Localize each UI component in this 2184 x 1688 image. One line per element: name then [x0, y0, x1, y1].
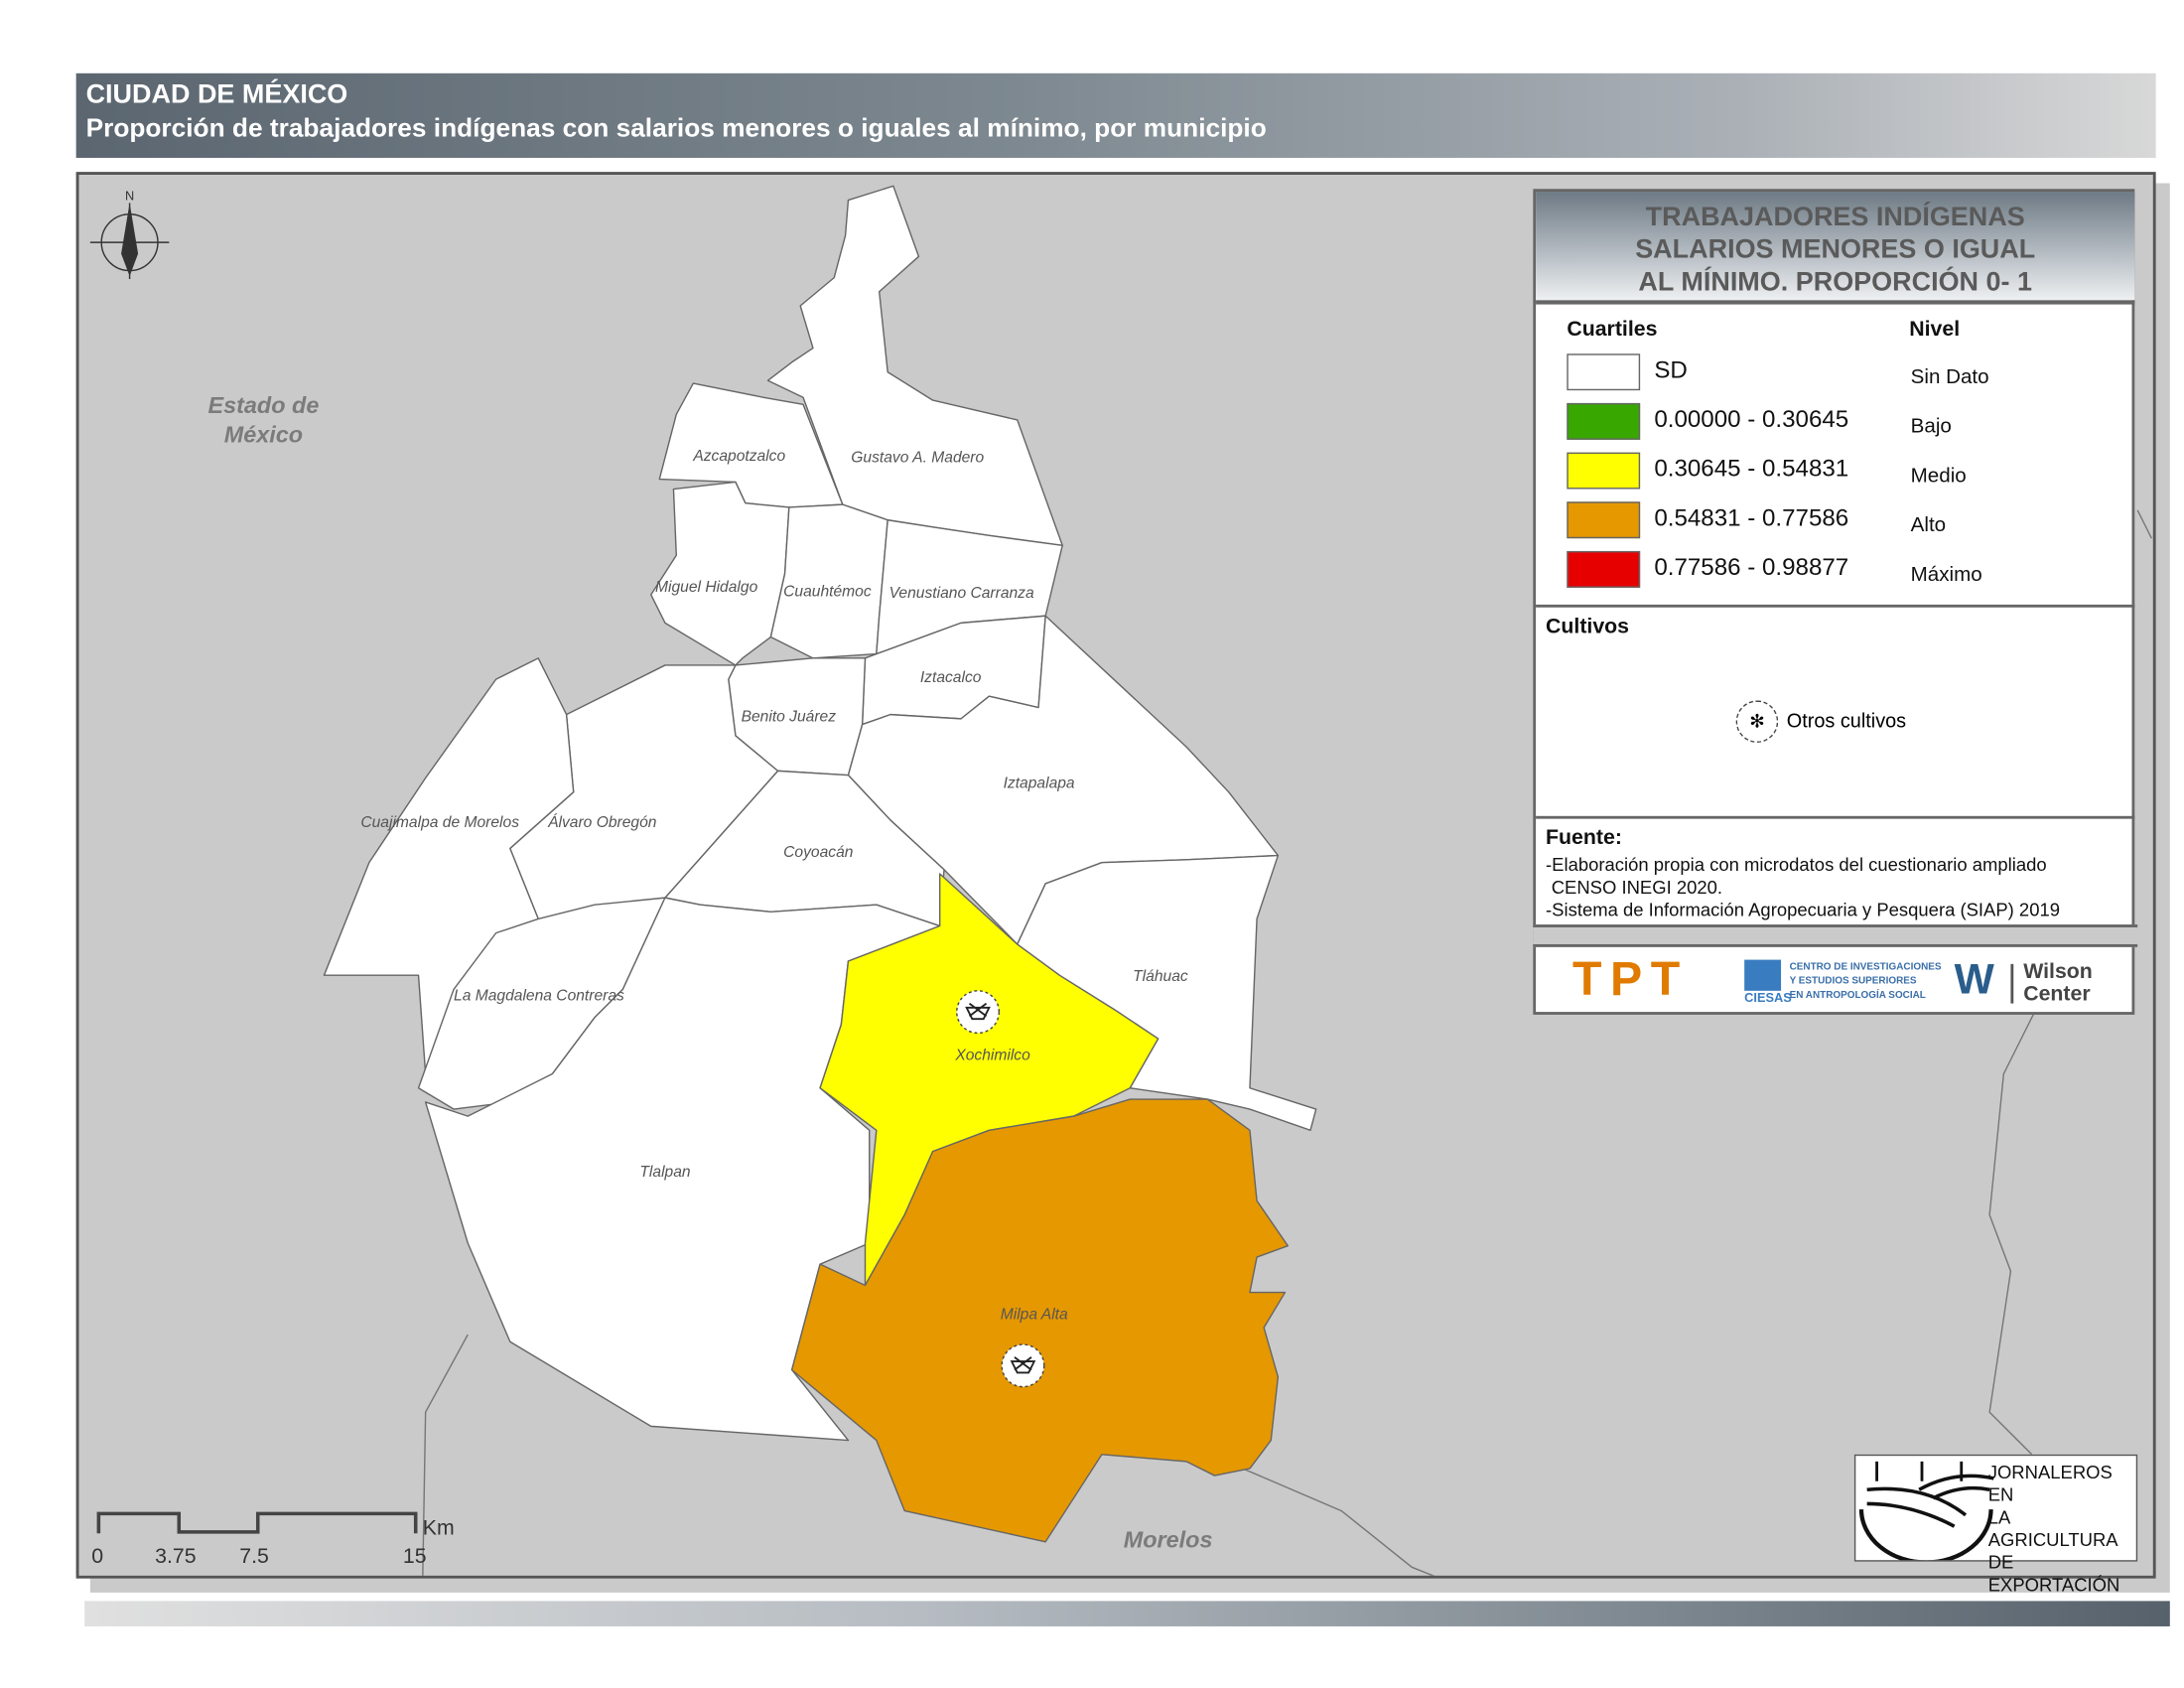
- label-xochimilco: Xochimilco: [954, 1047, 1030, 1063]
- label-tlahuac: Tláhuac: [1133, 968, 1188, 985]
- svg-text:Km: Km: [423, 1516, 455, 1540]
- scale-bar: 0 3.75 7.5 15 Km: [91, 1511, 455, 1568]
- legend-level: Medio: [1910, 465, 1967, 489]
- crop-icon: [956, 990, 1001, 1035]
- logo-tpt: TPT: [1572, 952, 1689, 1007]
- logo-ciesas-text: CENTRO DE INVESTIGACIONES Y ESTUDIOS SUPE…: [1789, 962, 1942, 1001]
- legend-swatch: [1567, 353, 1641, 391]
- footer-bar: [84, 1601, 2170, 1626]
- label-alvaro-obregon: Álvaro Obregón: [547, 812, 656, 831]
- svg-text:N: N: [125, 189, 134, 204]
- crop-icon: ✻: [1735, 700, 1779, 744]
- legend-level: Alto: [1910, 514, 1947, 537]
- svg-text:15: 15: [403, 1544, 427, 1568]
- svg-text:3.75: 3.75: [155, 1544, 196, 1568]
- legend-title: TRABAJADORES INDÍGENAS SALARIOS MENORES …: [1536, 192, 2135, 305]
- municipality-miguel-hidalgo: [650, 481, 790, 666]
- map-canvas[interactable]: Azcapotzalco Gustavo A. Madero Miguel Hi…: [76, 172, 2156, 1579]
- legend-swatch: [1567, 501, 1641, 539]
- page-title: CIUDAD DE MÉXICO: [85, 79, 348, 110]
- svg-text:0: 0: [91, 1544, 103, 1568]
- cultivos-title: Cultivos: [1546, 614, 1630, 638]
- fuente-line: -Elaboración propia con microdatos del c…: [1546, 854, 2047, 876]
- title-banner: CIUDAD DE MÉXICO Proporción de trabajado…: [75, 72, 2156, 158]
- legend-range: 0.30645 - 0.54831: [1654, 455, 1849, 483]
- municipality-cuauhtemoc: [769, 503, 888, 659]
- legend-range: SD: [1654, 356, 1688, 384]
- crop-icon: [1001, 1343, 1045, 1388]
- label-estado-de-mexico-2: México: [224, 422, 303, 448]
- svg-text:7.5: 7.5: [239, 1544, 269, 1568]
- label-tlalpan: Tlalpan: [639, 1164, 690, 1181]
- logo-ciesas-icon: [1744, 959, 1782, 991]
- label-coyoacan: Coyoacán: [783, 844, 853, 861]
- legend-range: 0.54831 - 0.77586: [1654, 504, 1849, 532]
- label-cuajimalpa: Cuajimalpa de Morelos: [360, 814, 519, 831]
- legend-swatch: [1567, 550, 1641, 588]
- label-azcapotzalco: Azcapotzalco: [692, 448, 785, 465]
- label-venustiano-carranza: Venustiano Carranza: [889, 585, 1034, 602]
- divider: [1533, 924, 2138, 947]
- divider: [1536, 604, 2135, 608]
- legend-swatch: [1567, 402, 1641, 440]
- label-benito-juarez: Benito Juárez: [742, 709, 837, 726]
- north-arrow-icon: N: [89, 189, 170, 280]
- legend-level: Bajo: [1910, 415, 1952, 439]
- label-morelos: Morelos: [1124, 1526, 1213, 1552]
- logo-ciesas-short: CIESAS: [1744, 990, 1792, 1006]
- legend-range: 0.77586 - 0.98877: [1654, 553, 1849, 581]
- logo-jornaleros: JORNALEROS EN LA AGRICULTURA DE EXPORTACIÓ…: [1853, 1454, 2138, 1596]
- municipality-milpa-alta: [790, 1098, 1290, 1543]
- legend-col-nivel: Nivel: [1909, 317, 1961, 342]
- cultivos-item: Otros cultivos: [1786, 708, 1907, 732]
- legend-range: 0.00000 - 0.30645: [1654, 405, 1849, 433]
- logo-jornaleros-text: JORNALEROS EN LA AGRICULTURA DE EXPORTACIÓ…: [1987, 1461, 2120, 1596]
- fuente-title: Fuente:: [1546, 825, 1622, 850]
- label-estado-de-mexico-1: Estado de: [207, 392, 319, 418]
- legend-col-cuartiles: Cuartiles: [1567, 317, 1658, 342]
- page-subtitle: Proporción de trabajadores indígenas con…: [85, 112, 1267, 143]
- legend-level: Máximo: [1910, 563, 1982, 587]
- divider: [2010, 963, 2014, 1004]
- label-milpa-alta: Milpa Alta: [1001, 1307, 1068, 1324]
- logo-wilson-w: W: [1954, 956, 1994, 1004]
- legend-panel: TRABAJADORES INDÍGENAS SALARIOS MENORES …: [1533, 189, 2138, 1015]
- legend-swatch: [1567, 452, 1641, 490]
- label-iztacalco: Iztacalco: [920, 669, 982, 686]
- label-cuauhtemoc: Cuauhtémoc: [783, 583, 872, 600]
- label-magdalena-contreras: La Magdalena Contreras: [454, 988, 624, 1005]
- municipalities: [323, 185, 1317, 1543]
- divider: [1536, 815, 2135, 819]
- fuente-line: CENSO INEGI 2020.: [1551, 876, 1723, 899]
- label-miguel-hidalgo: Miguel Hidalgo: [655, 579, 758, 596]
- municipality-labels: Azcapotzalco Gustavo A. Madero Miguel Hi…: [360, 448, 1188, 1323]
- state-boundaries: [422, 509, 2152, 1576]
- label-gustavo-a-madero: Gustavo A. Madero: [851, 450, 984, 467]
- municipality-tlahuac: [1017, 854, 1317, 1132]
- label-iztapalapa: Iztapalapa: [1004, 774, 1075, 791]
- fuente-line: -Sistema de Información Agropecuaria y P…: [1546, 899, 2060, 920]
- legend-level: Sin Dato: [1910, 366, 1989, 389]
- logo-wilson-center: Wilson Center: [2023, 959, 2093, 1007]
- logo-jornaleros-icon: [1858, 1461, 1994, 1561]
- crop-icons: [956, 990, 1045, 1388]
